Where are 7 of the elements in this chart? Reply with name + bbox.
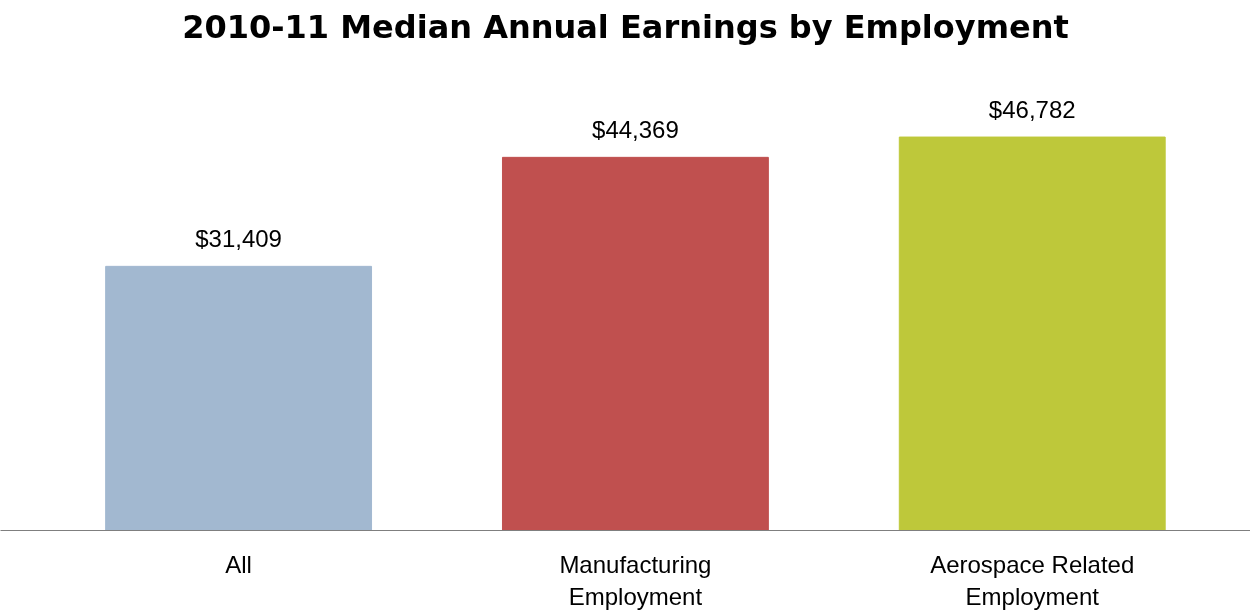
x-tick-label: Manufacturing Employment — [559, 550, 712, 610]
data-label: $46,782 — [988, 96, 1076, 124]
x-tick-label: All — [225, 550, 252, 578]
data-label: $31,409 — [195, 225, 282, 253]
data-label: $44,369 — [592, 116, 679, 144]
chart-title: 2010-11 Median Annual Earnings by Employment — [182, 7, 1069, 46]
x-tick-label: Aerospace Related Employment — [930, 550, 1135, 610]
